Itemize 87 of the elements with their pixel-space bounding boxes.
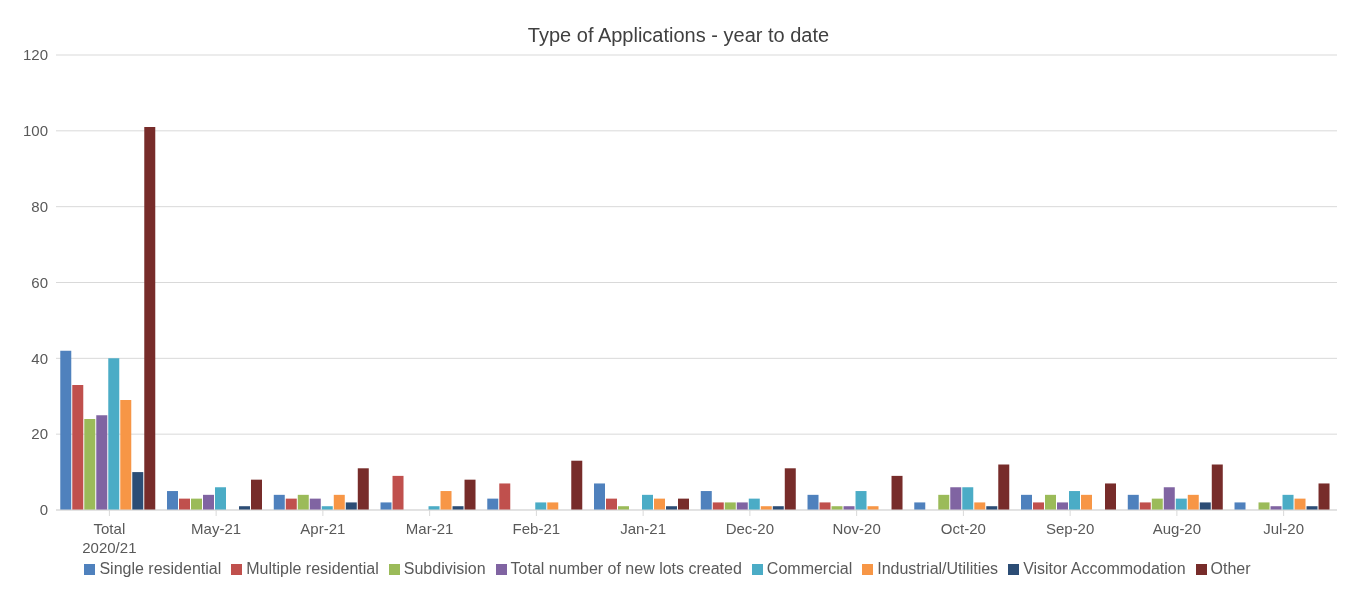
- bar: [215, 487, 227, 510]
- bar: [357, 468, 369, 510]
- bar: [950, 487, 962, 510]
- bar: [914, 502, 926, 510]
- y-tick-label: 20: [31, 425, 48, 443]
- bar: [594, 483, 606, 510]
- bar: [1199, 502, 1211, 510]
- bar: [440, 491, 452, 510]
- bar: [571, 460, 583, 510]
- bar: [108, 358, 120, 510]
- x-tick-label: Nov-20: [832, 520, 881, 537]
- bar: [1282, 494, 1294, 510]
- bar: [642, 494, 654, 510]
- x-tick-label: May-21: [191, 520, 242, 537]
- bar: [1057, 502, 1069, 510]
- bar: [547, 502, 559, 510]
- bar: [736, 502, 748, 510]
- bar: [784, 468, 796, 510]
- bar: [1139, 502, 1151, 510]
- x-tick-label: Aug-20: [1152, 520, 1202, 537]
- legend-label: Single residential: [99, 560, 222, 577]
- bar: [1211, 464, 1223, 510]
- legend-label: Multiple residential: [246, 560, 379, 577]
- legend-label: Visitor Accommodation: [1023, 560, 1186, 577]
- bar: [819, 502, 831, 510]
- legend-label: Commercial: [766, 560, 853, 577]
- bar: [1258, 502, 1270, 510]
- bar: [72, 384, 84, 510]
- bar: [712, 502, 724, 510]
- legend-label: Industrial/Utilities: [877, 560, 999, 577]
- bar: [499, 483, 511, 510]
- y-tick-label: 80: [31, 197, 48, 215]
- bar: [962, 487, 974, 510]
- x-tick-label: Mar-21: [405, 520, 454, 537]
- y-tick-label: 0: [39, 501, 48, 519]
- x-tick-label: Total 2020/21: [82, 520, 137, 556]
- bar: [345, 502, 357, 510]
- legend-label: Total number of new lots created: [510, 560, 742, 577]
- bar: [132, 472, 144, 510]
- bar: [1045, 494, 1057, 510]
- y-tick-label: 120: [22, 46, 48, 64]
- bar: [535, 502, 547, 510]
- bar: [855, 491, 867, 510]
- x-tick-label: Sep-20: [1045, 520, 1095, 537]
- legend-label: Subdivision: [403, 560, 486, 577]
- y-tick-label: 100: [22, 122, 48, 140]
- bar: [1033, 502, 1045, 510]
- bar: [60, 350, 72, 510]
- x-tick-label: Jul-20: [1263, 520, 1305, 537]
- bar: [724, 502, 736, 510]
- bar: [333, 494, 345, 510]
- bar: [251, 479, 263, 510]
- x-tick-label: Jan-21: [620, 520, 667, 537]
- bar: [1105, 483, 1117, 510]
- bar: [938, 494, 950, 510]
- bar: [1187, 494, 1199, 510]
- bar: [120, 400, 132, 510]
- y-tick-label: 60: [31, 273, 48, 291]
- bar: [974, 502, 986, 510]
- bar: [1081, 494, 1093, 510]
- bar: [807, 494, 819, 510]
- bar: [1069, 491, 1081, 510]
- x-tick-label: Feb-21: [512, 520, 561, 537]
- bar: [84, 419, 96, 510]
- bar: [273, 494, 285, 510]
- bar: [380, 502, 392, 510]
- bar: [1163, 487, 1175, 510]
- bar: [392, 475, 404, 510]
- bar: [1318, 483, 1330, 510]
- x-tick-label: Dec-20: [725, 520, 775, 537]
- bar: [891, 475, 903, 510]
- bar: [297, 494, 309, 510]
- x-tick-label: Apr-21: [300, 520, 346, 537]
- legend-label: Other: [1210, 560, 1251, 577]
- chart-title: Type of Applications - year to date: [526, 24, 831, 47]
- bar: [96, 415, 108, 510]
- bar: [700, 491, 712, 510]
- bar: [998, 464, 1010, 510]
- bar: [167, 491, 179, 510]
- y-tick-label: 40: [31, 349, 48, 367]
- bar: [203, 494, 215, 510]
- bar: [464, 479, 476, 510]
- bar: [1021, 494, 1033, 510]
- bar: [1127, 494, 1139, 510]
- bar: [144, 127, 156, 510]
- bar: [1234, 502, 1246, 510]
- x-tick-label: Oct-20: [940, 520, 986, 537]
